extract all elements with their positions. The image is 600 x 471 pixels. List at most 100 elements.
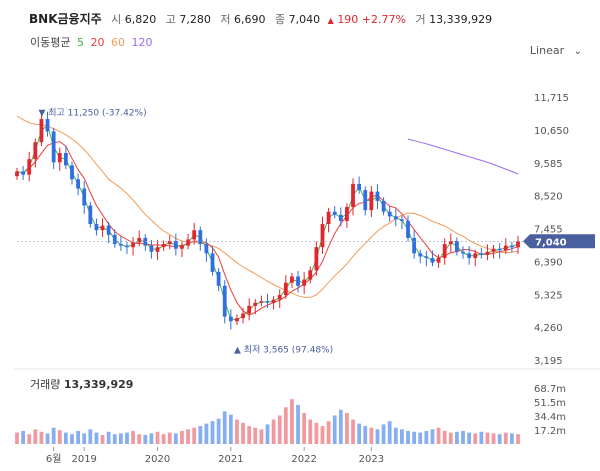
volume-bar <box>107 432 111 444</box>
volume-bar <box>235 420 239 444</box>
price-tick-label: 11,715 <box>534 93 569 104</box>
volume-bar <box>479 432 483 444</box>
volume-bar <box>137 434 141 444</box>
volume-bar <box>449 433 453 444</box>
volume-bar <box>113 434 117 444</box>
candle-body <box>33 142 37 159</box>
volume-bar <box>510 433 514 444</box>
volume-bar <box>46 433 50 444</box>
candle-body <box>162 244 166 247</box>
volume-title-value: 13,339,929 <box>64 378 134 391</box>
candle-body <box>21 172 25 175</box>
candle-body <box>424 256 428 258</box>
candle-body <box>156 247 160 252</box>
candle-body <box>107 226 111 235</box>
candle-body <box>498 249 502 251</box>
high-annotation: ▼ 최고 11,250 (-37.42%) <box>38 107 146 118</box>
volume-bar <box>406 431 410 444</box>
volume-bar <box>376 429 380 444</box>
candle-body <box>327 212 331 224</box>
candle-body <box>223 286 227 317</box>
price-tick-label: 6,390 <box>534 257 563 268</box>
volume-bar <box>241 423 245 444</box>
candle-body <box>58 153 62 162</box>
volume-bar <box>119 433 123 444</box>
candle-body <box>418 253 422 256</box>
candle-body <box>266 301 270 303</box>
volume-bar <box>168 433 172 444</box>
candle-body <box>64 153 68 165</box>
volume-bar <box>125 433 129 444</box>
volume-bar <box>418 433 422 444</box>
current-price-tag: 7,040 <box>17 234 595 248</box>
volume-bar <box>223 411 227 444</box>
volume-bar <box>345 413 349 444</box>
volume-bar <box>52 428 56 444</box>
candle-body <box>180 246 184 249</box>
candle-body <box>278 295 282 300</box>
volume-bar <box>461 431 465 444</box>
candle-body <box>101 226 105 231</box>
volume-bar <box>308 420 312 444</box>
candle-body <box>259 301 263 303</box>
candle-body <box>186 239 190 245</box>
volume-bar <box>498 434 502 444</box>
volume-bar <box>369 428 373 444</box>
volume-bar <box>363 426 367 444</box>
candle-body <box>369 192 373 211</box>
price-tick-label: 7,455 <box>534 225 563 236</box>
annotations: ▼ 최고 11,250 (-37.42%) ▲ 최저 3,565 (97.48%) <box>38 107 333 355</box>
candle-body <box>272 300 276 303</box>
volume-bar <box>101 435 105 444</box>
volume-bar <box>143 435 147 444</box>
candle-body <box>211 253 215 272</box>
volume-bar <box>339 410 343 444</box>
volume-bar <box>424 431 428 444</box>
volume-bar <box>504 433 508 444</box>
x-tick-label: 2021 <box>218 454 243 465</box>
candle-body <box>95 224 99 230</box>
candle-body <box>192 230 196 239</box>
volume-bar <box>278 415 282 444</box>
candle-body <box>351 184 355 207</box>
candle-body <box>247 306 251 314</box>
price-tick-label: 4,260 <box>534 323 563 334</box>
volume-bar <box>321 426 325 444</box>
price-chart[interactable]: 11,71510,6509,5858,5207,4556,3905,3254,2… <box>0 0 600 471</box>
price-axis: 11,71510,6509,5858,5207,4556,3905,3254,2… <box>534 93 569 367</box>
candle-body <box>443 244 447 258</box>
volume-bar <box>394 428 398 444</box>
candle-body <box>217 272 221 286</box>
candle-body <box>308 270 312 279</box>
candle-body <box>15 172 19 177</box>
volume-bars <box>15 399 520 444</box>
volume-bar <box>88 429 92 444</box>
candle-body <box>437 258 441 263</box>
volume-bar <box>473 433 477 444</box>
volume-bar <box>229 415 233 444</box>
candle-body <box>461 252 465 254</box>
candle-body <box>46 119 50 131</box>
volume-bar <box>247 426 251 444</box>
volume-bar <box>76 431 80 444</box>
ma120-line <box>408 139 518 174</box>
candle-body <box>510 246 514 248</box>
volume-bar <box>443 431 447 444</box>
x-tick-label: 2023 <box>359 454 384 465</box>
volume-bar <box>266 424 270 444</box>
candle-body <box>76 179 80 188</box>
candle-body <box>296 277 300 286</box>
candle-body <box>40 119 44 142</box>
x-tick-label: 2020 <box>145 454 170 465</box>
volume-bar <box>467 433 471 444</box>
candle-body <box>150 246 154 252</box>
candle-body <box>479 253 483 255</box>
candles <box>15 112 520 330</box>
candle-body <box>516 241 520 247</box>
candle-body <box>345 207 349 221</box>
volume-bar <box>272 420 276 444</box>
candle-body <box>205 244 209 253</box>
price-tick-label: 5,325 <box>534 290 563 301</box>
ma20-line <box>17 142 518 316</box>
volume-tick-label: 51.5m <box>534 398 566 409</box>
